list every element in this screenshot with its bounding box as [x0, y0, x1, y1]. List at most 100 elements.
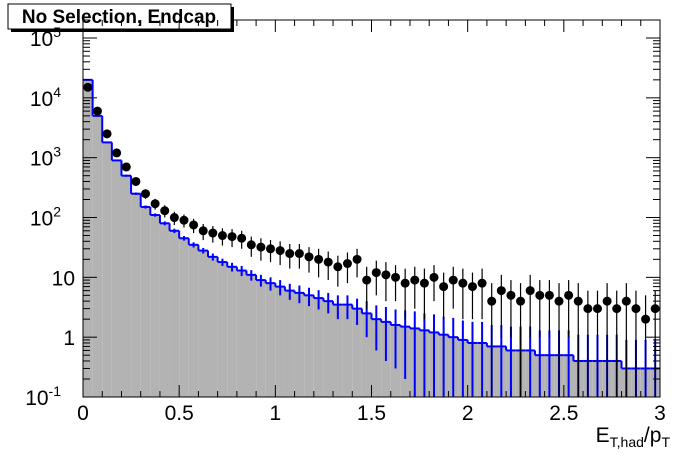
x-tick-label: 1.5	[357, 402, 386, 425]
x-label-part: /p	[644, 424, 662, 447]
data-point	[323, 257, 333, 267]
title-box	[7, 3, 232, 30]
data-point	[592, 304, 602, 314]
data-point	[535, 290, 545, 300]
data-point	[237, 233, 247, 243]
data-point	[467, 282, 477, 292]
x-axis-label: ET,had/pT	[596, 424, 671, 450]
bar	[236, 270, 247, 397]
data-point	[266, 244, 276, 254]
data-point	[583, 304, 593, 314]
data-point	[112, 148, 122, 158]
x-label-part: E	[596, 424, 610, 447]
data-point	[160, 206, 170, 216]
y-tick-label-exponent: 3	[53, 144, 61, 160]
x-label-part: T,had	[610, 434, 644, 450]
bar	[140, 206, 151, 397]
data-point	[410, 275, 420, 285]
y-tick-label: 104	[30, 84, 61, 111]
data-point	[381, 270, 391, 280]
data-point	[217, 231, 227, 241]
plot-area	[83, 78, 660, 397]
bar	[275, 286, 285, 397]
bar	[198, 250, 209, 397]
data-point	[439, 282, 449, 292]
data-point	[429, 272, 439, 282]
data-point	[641, 314, 651, 324]
y-tick-label-base: 10	[30, 208, 53, 231]
data-point	[554, 296, 564, 306]
bar	[208, 256, 218, 397]
bar	[121, 175, 132, 397]
x-tick-label: 1	[269, 402, 281, 425]
y-tick-label: 10-1	[25, 383, 61, 410]
bar	[217, 262, 228, 397]
data-point	[314, 254, 324, 264]
data-point	[458, 278, 468, 288]
data-point	[342, 259, 352, 269]
data-point	[400, 278, 410, 288]
data-point	[362, 275, 372, 285]
data-point	[391, 272, 401, 282]
data-point	[487, 296, 497, 306]
data-point	[602, 296, 612, 306]
data-point	[477, 278, 487, 288]
data-point	[275, 246, 285, 256]
chart-title: No Selection, Endcap	[22, 7, 216, 28]
data-point	[227, 232, 237, 242]
y-tick-label-exponent: 4	[53, 84, 61, 100]
bar	[256, 280, 266, 397]
y-tick-label: 10	[52, 267, 75, 290]
data-point	[564, 290, 574, 300]
data-point	[573, 296, 583, 306]
x-tick-label: 0	[77, 402, 89, 425]
data-point	[516, 296, 526, 306]
data-point	[304, 252, 314, 262]
data-point	[131, 176, 141, 186]
bar	[265, 283, 276, 397]
y-tick-label-base: 10	[30, 88, 53, 111]
data-point	[92, 106, 102, 116]
bar	[159, 223, 170, 397]
data-point	[506, 290, 516, 300]
data-point	[189, 220, 199, 230]
y-tick-label-exponent: 2	[53, 204, 61, 220]
data-point	[256, 242, 266, 252]
data-point	[83, 82, 93, 92]
bar	[294, 292, 305, 397]
data-point	[525, 286, 535, 296]
data-point	[333, 262, 343, 272]
data-point	[544, 290, 554, 300]
x-tick-label: 2	[462, 402, 474, 425]
y-tick-label: 1	[63, 327, 75, 350]
bar	[150, 215, 160, 397]
data-point	[246, 240, 256, 250]
data-point	[150, 199, 160, 209]
data-point	[285, 249, 295, 259]
bar	[179, 238, 189, 397]
x-label-part: T	[661, 434, 670, 450]
data-point	[612, 304, 622, 314]
y-tick-label-base: 10	[30, 28, 53, 51]
data-point	[448, 275, 458, 285]
data-point	[352, 254, 362, 264]
bar	[342, 304, 353, 397]
y-tick-label-base: 10	[30, 148, 53, 171]
x-tick-label: 2.5	[549, 402, 578, 425]
bar	[323, 301, 334, 397]
x-tick-label: 3	[654, 402, 666, 425]
y-tick-label-exponent: -1	[49, 383, 62, 399]
y-tick-label-exponent: 5	[53, 24, 61, 40]
bar	[313, 298, 324, 397]
data-point	[169, 213, 179, 223]
bar	[169, 230, 180, 397]
bar	[361, 313, 372, 397]
bar	[371, 319, 382, 397]
bar	[83, 79, 93, 397]
data-point	[121, 162, 131, 172]
y-tick-label-base: 10	[25, 387, 48, 410]
bar	[284, 290, 295, 397]
data-point	[198, 226, 208, 236]
data-point	[631, 304, 641, 314]
